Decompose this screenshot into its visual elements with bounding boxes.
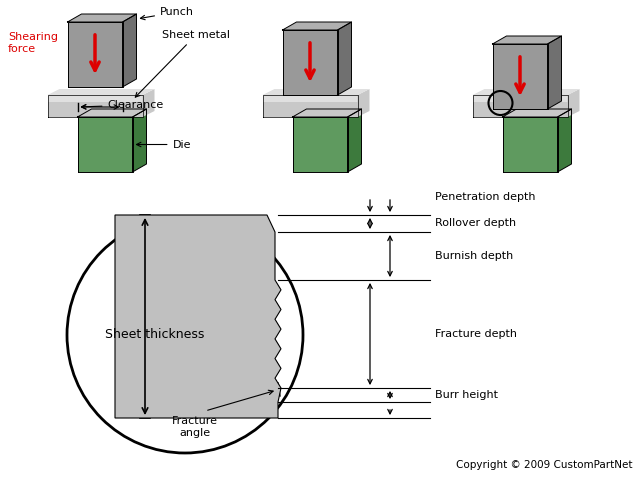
Text: Penetration depth: Penetration depth (435, 192, 536, 202)
Text: Die: Die (136, 140, 191, 149)
Polygon shape (502, 109, 572, 117)
Text: Sheet thickness: Sheet thickness (106, 328, 205, 341)
Polygon shape (472, 89, 579, 95)
Text: Shearing
force: Shearing force (8, 32, 58, 54)
Polygon shape (282, 30, 337, 95)
Text: Burnish depth: Burnish depth (435, 251, 513, 261)
Polygon shape (47, 89, 154, 95)
Polygon shape (358, 89, 369, 117)
Polygon shape (262, 95, 358, 117)
Polygon shape (77, 109, 147, 117)
Text: Burr height: Burr height (435, 390, 498, 400)
Polygon shape (292, 117, 348, 172)
Text: Rollover depth: Rollover depth (435, 218, 516, 228)
Polygon shape (262, 95, 358, 102)
Polygon shape (143, 89, 154, 117)
Text: Copyright © 2009 CustomPartNet: Copyright © 2009 CustomPartNet (456, 460, 632, 470)
Text: Punch: Punch (140, 7, 194, 20)
Polygon shape (493, 36, 561, 44)
Polygon shape (122, 14, 136, 87)
Text: Sheet metal: Sheet metal (135, 30, 230, 97)
Polygon shape (77, 117, 132, 172)
Polygon shape (67, 14, 136, 22)
Polygon shape (47, 95, 143, 102)
Polygon shape (337, 22, 351, 95)
Polygon shape (132, 109, 147, 172)
Text: Fracture depth: Fracture depth (435, 329, 517, 339)
Polygon shape (472, 95, 568, 117)
Polygon shape (568, 89, 579, 117)
Polygon shape (493, 44, 547, 109)
Text: Clearance: Clearance (81, 100, 164, 110)
Polygon shape (292, 109, 362, 117)
Polygon shape (282, 22, 351, 30)
Polygon shape (472, 95, 568, 102)
Polygon shape (348, 109, 362, 172)
Polygon shape (502, 117, 557, 172)
Text: Fracture
angle: Fracture angle (172, 416, 218, 438)
Polygon shape (262, 89, 369, 95)
Polygon shape (115, 215, 281, 418)
Polygon shape (47, 95, 143, 117)
Polygon shape (557, 109, 572, 172)
Polygon shape (547, 36, 561, 109)
Polygon shape (67, 22, 122, 87)
